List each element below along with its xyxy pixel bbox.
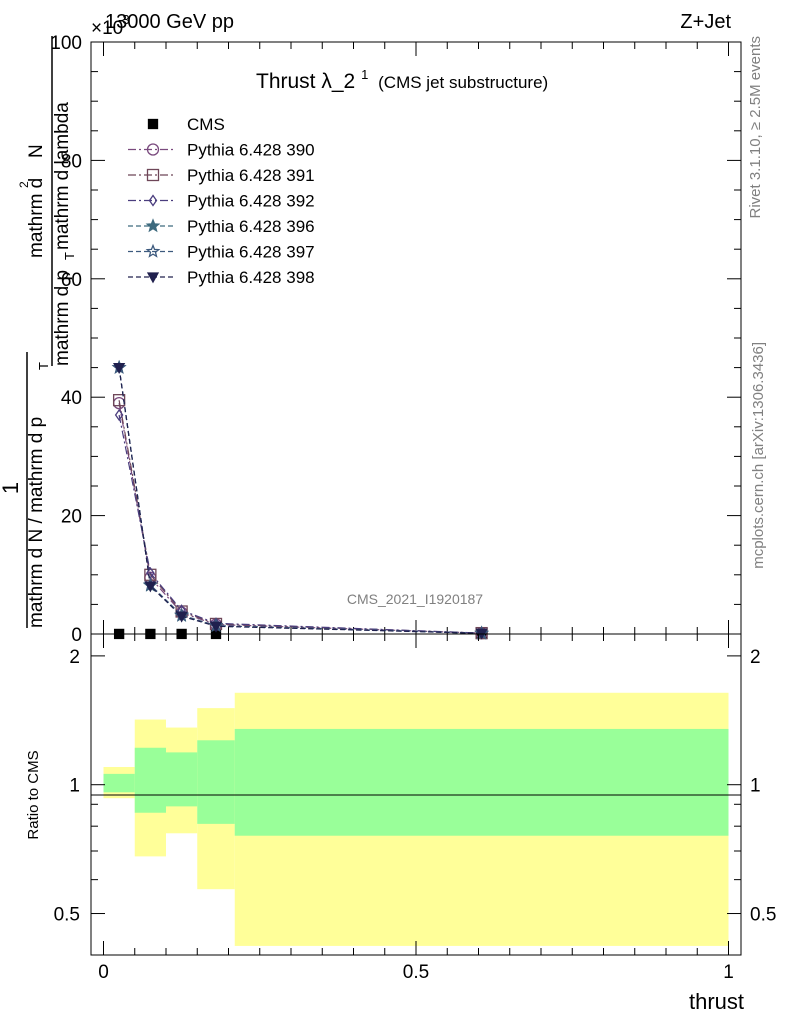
legend-item: Pythia 6.428 397 [128, 243, 315, 262]
ylabel-numerator-1: 1 [0, 482, 23, 494]
y-tick-label: 60 [61, 270, 82, 291]
legend-label: Pythia 6.428 397 [187, 243, 315, 262]
ylabel-denominator-2: mathrm d p [52, 270, 73, 366]
ylabel-denominator-2-sub: T [62, 252, 77, 260]
legend-label: Pythia 6.428 391 [187, 166, 315, 185]
legend-label: Pythia 6.428 398 [187, 268, 315, 287]
legend-marker [147, 118, 159, 130]
analysis-watermark: CMS_2021_I1920187 [347, 591, 483, 607]
header-process: Z+Jet [680, 11, 731, 33]
x-axis-label: thrust [689, 989, 744, 1014]
uncertainty-band-inner [134, 747, 166, 813]
data-point [175, 611, 188, 623]
header-multiplier: ×10 [91, 18, 123, 39]
ylabel-numerator-2-sup: 2 [17, 181, 31, 188]
plot-title-sup: 1 [361, 67, 368, 82]
ratio-y-tick-label: 2 [69, 647, 80, 668]
ratio-tick-labels: 0.5 0.5 1 1 2 2 0 0.5 1 [54, 647, 777, 983]
legend-marker [146, 272, 160, 284]
data-point [113, 362, 126, 374]
main-y-tick-labels: 0 20 40 60 80 100 [50, 33, 82, 646]
series-6 [113, 362, 488, 640]
ylabel-denominator-2-tail: mathrm d lambda [52, 102, 73, 250]
ylabel-numerator-2: mathrm d [26, 178, 47, 258]
legend-item: Pythia 6.428 392 [128, 192, 315, 211]
header-multiplier-exp: -3 [118, 12, 130, 27]
uncertainty-band-inner [166, 752, 198, 807]
y-tick-label: 100 [50, 33, 82, 54]
ratio-y-tick-label-right: 1 [750, 776, 761, 797]
data-point [114, 408, 124, 422]
data-point [209, 621, 223, 633]
y-tick-label: 80 [61, 151, 82, 172]
ylabel-denominator-1: mathrm d N / mathrm d p [26, 417, 47, 628]
legend-item: Pythia 6.428 396 [128, 217, 315, 236]
legend-marker [146, 168, 160, 182]
legend-label: Pythia 6.428 392 [187, 192, 315, 211]
mcplots-label: mcplots.cern.ch [arXiv:1306.3436] [750, 342, 767, 569]
legend-marker [145, 218, 161, 233]
ratio-y-tick-label: 1 [69, 776, 80, 797]
legend-item: Pythia 6.428 390 [128, 141, 315, 160]
ratio-bands [103, 692, 729, 946]
legend-item: Pythia 6.428 398 [128, 268, 315, 287]
x-tick-label: 0.5 [403, 962, 429, 983]
x-tick-label: 0 [98, 962, 109, 983]
rivet-label: Rivet 3.1.10, ≥ 2.5M events [747, 36, 764, 219]
plot-title: Thrust λ_2 1 (CMS jet substructure) [256, 61, 548, 93]
header-energy: 13000 GeV pp [105, 11, 234, 33]
legend-item: CMS [147, 115, 225, 134]
legend-label: Pythia 6.428 396 [187, 217, 315, 236]
ratio-y-axis-label: Ratio to CMS [25, 750, 42, 839]
plot-title-main: Thrust λ_2 [256, 70, 355, 93]
y-tick-label: 0 [71, 625, 82, 646]
ylabel-denominator-1-sub: T [36, 362, 51, 370]
legend-marker [146, 143, 160, 156]
data-point [144, 581, 157, 593]
uncertainty-band-inner [197, 740, 235, 824]
legend-marker [148, 194, 158, 207]
y-tick-label: 20 [61, 507, 82, 528]
legend-label: Pythia 6.428 390 [187, 141, 315, 160]
ratio-y-tick-label-right: 0.5 [750, 905, 776, 926]
legend-marker [145, 243, 161, 258]
ratio-ticks [91, 634, 741, 955]
ratio-y-tick-label: 0.5 [54, 905, 80, 926]
plot-subtitle: (CMS jet substructure) [378, 73, 548, 92]
legend-label: CMS [187, 115, 225, 134]
uncertainty-band-inner [234, 728, 729, 836]
uncertainty-band-inner [103, 773, 135, 793]
main-y-axis-label: 1 mathrm d N / mathrm d p T mathrm d 2 N… [0, 36, 77, 628]
ylabel-numerator-2-tail: N [26, 144, 47, 158]
legend: CMS Pythia 6.428 390 Pythia 6.428 391 Pythi… [128, 115, 315, 287]
data-point [112, 394, 126, 407]
legend-item: Pythia 6.428 391 [128, 166, 315, 185]
ratio-y-tick-label-right: 2 [750, 647, 761, 668]
y-tick-label: 40 [61, 388, 82, 409]
x-tick-label: 1 [723, 962, 734, 983]
